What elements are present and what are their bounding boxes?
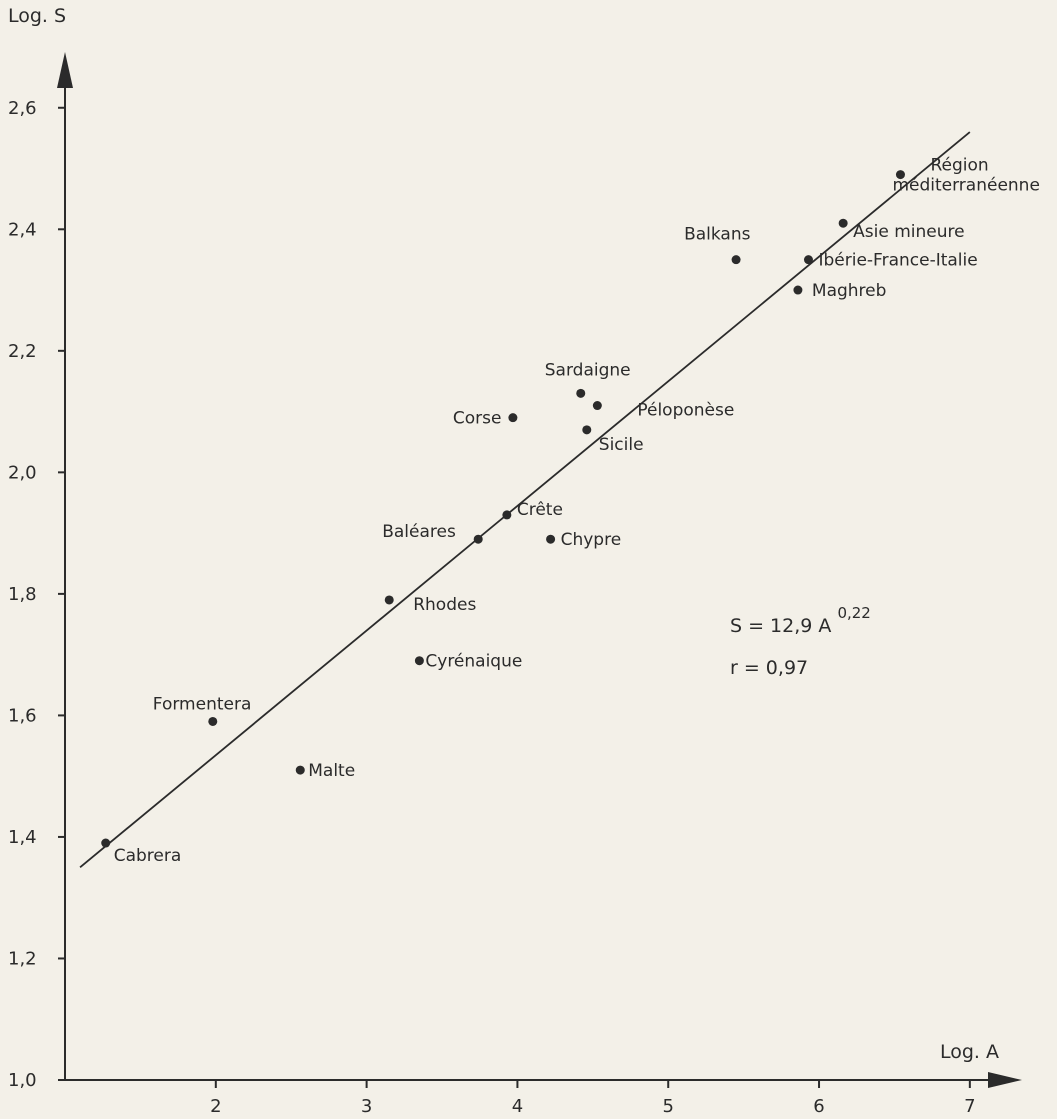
x-tick-label: 4 [512, 1096, 523, 1117]
y-axis-arrow-icon [57, 52, 73, 88]
y-tick-label: 1,8 [8, 584, 37, 605]
data-point [101, 838, 111, 848]
point-label: Crête [517, 500, 563, 520]
point-label: Sicile [599, 435, 644, 455]
y-tick-label: 2,4 [8, 219, 37, 240]
point-label: Asie mineure [853, 222, 964, 242]
data-point [508, 413, 518, 423]
correlation-text: r = 0,97 [730, 657, 808, 679]
equation-exponent: 0,22 [837, 604, 870, 622]
point-label: Malte [308, 761, 355, 781]
y-tick-label: 2,0 [8, 462, 37, 483]
y-tick-label: 1,6 [8, 705, 37, 726]
data-point [731, 255, 741, 265]
data-point [295, 765, 305, 775]
data-point [895, 170, 905, 180]
point-label: Chypre [561, 530, 622, 550]
point-label: Corse [453, 409, 502, 429]
x-tick-label: 6 [813, 1096, 824, 1117]
point-label: Région méditerranéenne [892, 156, 1039, 196]
data-point [582, 425, 592, 435]
data-point [384, 595, 394, 605]
data-point [592, 401, 602, 411]
point-label: Cabrera [114, 846, 182, 866]
equation-text: S = 12,9 A 0,22 [730, 604, 871, 637]
y-tick-label: 2,6 [8, 98, 37, 119]
x-axis-title: Log. A [940, 1041, 999, 1063]
fit-line-group [79, 131, 971, 869]
y-tick-label: 1,4 [8, 827, 37, 848]
data-point [838, 218, 848, 228]
point-label: Rhodes [413, 595, 476, 615]
data-point [208, 716, 218, 726]
data-point [473, 534, 483, 544]
regression-line [79, 131, 971, 869]
equation-annotation: S = 12,9 A 0,22 r = 0,97 [730, 604, 871, 679]
x-tick-label: 2 [210, 1096, 221, 1117]
x-axis-arrow-icon [988, 1072, 1022, 1088]
point-label: Péloponèse [637, 401, 734, 421]
y-axis-title: Log. S [8, 5, 66, 27]
point-label: Ibérie-France-Italie [818, 251, 977, 271]
point-label: Formentera [153, 694, 252, 714]
x-tick-label: 5 [662, 1096, 673, 1117]
axes: Log. S Log. A [8, 5, 1022, 1088]
data-point [546, 534, 556, 544]
x-tick-label: 3 [361, 1096, 372, 1117]
point-label: Balkans [684, 225, 751, 245]
point-label: Maghreb [812, 281, 887, 301]
equation-base: S = 12,9 A [730, 615, 831, 637]
data-point [803, 255, 813, 265]
x-tick-label: 7 [964, 1096, 975, 1117]
data-point [502, 510, 512, 520]
ticks: 2 3 4 5 6 7 1,0 1,2 1,4 1,6 1,8 2,0 2,2 2,4 2,6 [8, 98, 976, 1117]
point-label: Sardaigne [545, 360, 631, 380]
y-tick-label: 1,2 [8, 948, 37, 969]
y-tick-label: 1,0 [8, 1070, 37, 1091]
data-point [793, 285, 803, 295]
data-point [414, 656, 424, 666]
point-label: Baléares [382, 522, 456, 542]
data-points: Cabrera Formentera Malte Rhodes Cyrénaique Ba… [101, 156, 1040, 866]
y-tick-label: 2,2 [8, 341, 37, 362]
point-label: Cyrénaique [425, 652, 522, 672]
data-point [576, 388, 586, 398]
